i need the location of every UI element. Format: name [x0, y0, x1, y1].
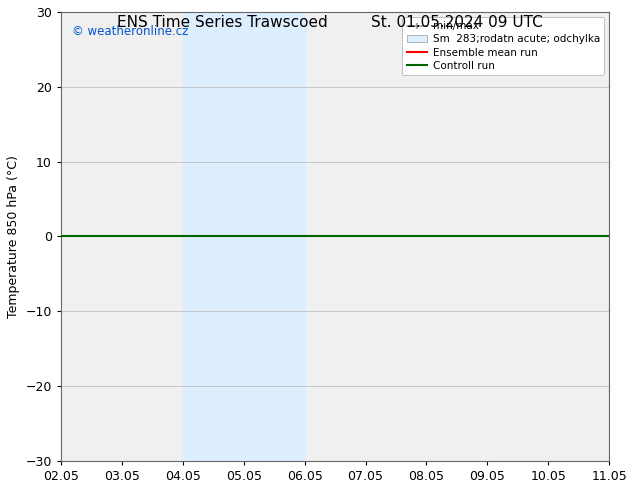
- Y-axis label: Temperature 850 hPa (°C): Temperature 850 hPa (°C): [7, 155, 20, 318]
- Legend: min/max, Sm  283;rodatn acute; odchylka, Ensemble mean run, Controll run: min/max, Sm 283;rodatn acute; odchylka, …: [403, 17, 604, 75]
- Text: ENS Time Series Trawscoed: ENS Time Series Trawscoed: [117, 15, 327, 30]
- Bar: [243, 12, 304, 461]
- Text: © weatheronline.cz: © weatheronline.cz: [72, 25, 188, 38]
- Bar: [183, 12, 243, 461]
- Text: St. 01.05.2024 09 UTC: St. 01.05.2024 09 UTC: [371, 15, 542, 30]
- Bar: [609, 12, 634, 461]
